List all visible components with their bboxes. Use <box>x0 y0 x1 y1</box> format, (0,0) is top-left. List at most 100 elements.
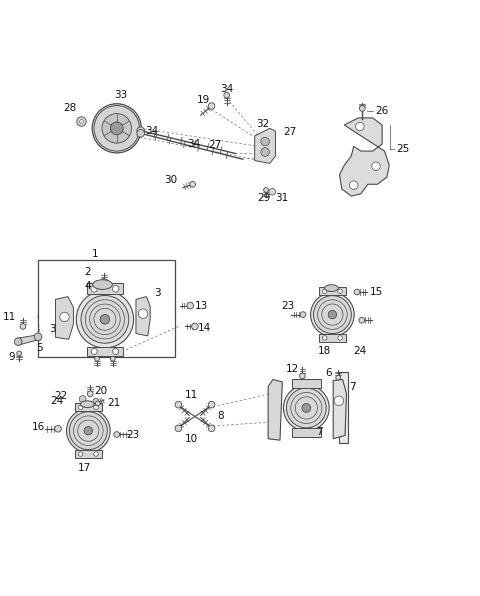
Polygon shape <box>255 128 276 163</box>
Circle shape <box>338 336 342 340</box>
Text: 7: 7 <box>349 381 356 392</box>
Text: 18: 18 <box>318 346 331 356</box>
Circle shape <box>300 373 305 379</box>
Polygon shape <box>56 297 73 339</box>
Circle shape <box>94 405 98 409</box>
Text: 3: 3 <box>154 288 161 298</box>
Circle shape <box>354 289 360 295</box>
Polygon shape <box>333 380 347 439</box>
Text: 28: 28 <box>63 103 76 113</box>
Circle shape <box>283 385 329 431</box>
Ellipse shape <box>81 401 94 408</box>
Circle shape <box>137 129 144 137</box>
Circle shape <box>175 401 182 408</box>
Text: 16: 16 <box>32 422 45 432</box>
Circle shape <box>102 114 132 143</box>
Bar <box>292 429 321 437</box>
Circle shape <box>81 296 129 343</box>
Circle shape <box>224 92 229 98</box>
Text: 27: 27 <box>208 141 221 150</box>
Circle shape <box>137 127 144 135</box>
Text: 21: 21 <box>108 398 120 408</box>
Circle shape <box>91 349 97 355</box>
Circle shape <box>67 409 110 452</box>
Circle shape <box>323 336 327 340</box>
Circle shape <box>336 375 340 380</box>
Circle shape <box>372 162 380 170</box>
Polygon shape <box>339 372 348 443</box>
Text: 4: 4 <box>84 281 91 291</box>
Text: 23: 23 <box>126 430 140 440</box>
Circle shape <box>302 403 311 412</box>
Text: 19: 19 <box>197 95 210 105</box>
Text: 20: 20 <box>94 386 107 396</box>
Circle shape <box>192 323 198 330</box>
Circle shape <box>264 188 268 193</box>
Circle shape <box>269 188 276 195</box>
Circle shape <box>95 356 99 361</box>
Ellipse shape <box>324 285 338 291</box>
Circle shape <box>94 452 98 457</box>
Text: 2: 2 <box>84 267 91 277</box>
Circle shape <box>190 181 195 187</box>
Text: 10: 10 <box>185 434 198 444</box>
Bar <box>87 284 123 294</box>
Text: 13: 13 <box>195 300 208 311</box>
Circle shape <box>77 117 86 126</box>
Circle shape <box>112 285 119 292</box>
Text: 27: 27 <box>283 127 296 137</box>
Text: 5: 5 <box>36 343 43 353</box>
Bar <box>292 379 321 387</box>
Text: 25: 25 <box>396 144 409 154</box>
Circle shape <box>287 388 326 428</box>
Circle shape <box>359 318 365 323</box>
Text: 9: 9 <box>9 352 15 362</box>
Circle shape <box>208 425 215 432</box>
Circle shape <box>328 311 336 319</box>
Text: 1: 1 <box>92 249 99 259</box>
Circle shape <box>93 398 99 404</box>
Bar <box>319 334 346 342</box>
Text: 12: 12 <box>286 364 299 374</box>
Circle shape <box>79 396 86 402</box>
Circle shape <box>208 401 215 408</box>
Bar <box>87 347 123 356</box>
Text: 3: 3 <box>49 324 56 334</box>
Text: 33: 33 <box>114 90 127 100</box>
Text: 26: 26 <box>375 106 388 116</box>
Circle shape <box>80 120 84 123</box>
Circle shape <box>114 432 120 437</box>
Text: 11: 11 <box>184 390 198 400</box>
Circle shape <box>261 148 269 156</box>
Circle shape <box>100 315 110 324</box>
Text: 32: 32 <box>256 119 269 129</box>
Circle shape <box>60 312 69 322</box>
Text: 14: 14 <box>197 324 211 333</box>
Circle shape <box>17 351 22 356</box>
Circle shape <box>360 105 365 111</box>
Text: 11: 11 <box>3 312 16 322</box>
Text: 17: 17 <box>78 464 91 473</box>
Text: 15: 15 <box>370 287 383 297</box>
Circle shape <box>84 427 93 435</box>
Circle shape <box>101 278 107 284</box>
Bar <box>37 260 175 357</box>
Circle shape <box>34 333 42 341</box>
Text: 34: 34 <box>145 126 158 136</box>
Circle shape <box>208 103 215 110</box>
Circle shape <box>78 405 83 409</box>
Text: 23: 23 <box>281 301 294 311</box>
Text: 34: 34 <box>220 83 233 94</box>
Circle shape <box>96 401 100 406</box>
Circle shape <box>349 181 358 190</box>
Circle shape <box>334 396 344 406</box>
Circle shape <box>300 312 306 318</box>
Text: 8: 8 <box>218 411 224 421</box>
Circle shape <box>356 122 364 131</box>
Circle shape <box>78 452 83 457</box>
Text: 24: 24 <box>50 396 64 406</box>
Circle shape <box>323 289 327 293</box>
Circle shape <box>110 356 115 361</box>
Text: 31: 31 <box>276 194 289 203</box>
Bar <box>74 403 102 411</box>
